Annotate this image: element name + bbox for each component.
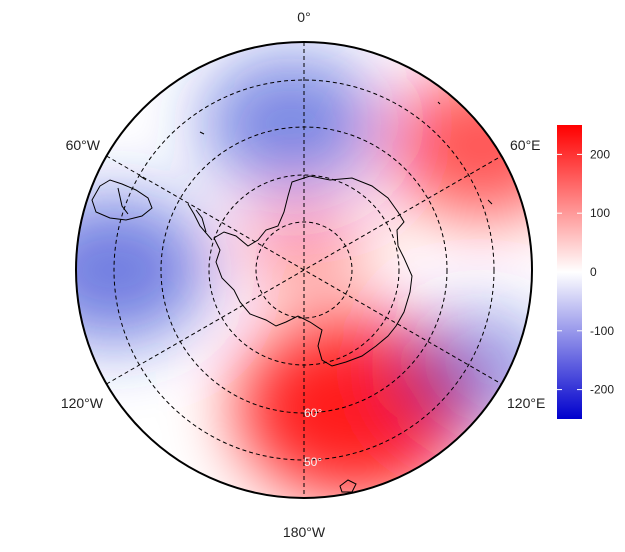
graticule — [106, 42, 502, 498]
colorbar-tick-label: -100 — [590, 324, 614, 338]
lon-label-120e: 120°E — [507, 395, 545, 411]
anomaly-south-america-positive — [386, 72, 532, 219]
anomaly-atlantic-negative — [201, 54, 381, 192]
lon-label-60e: 60°E — [510, 137, 541, 153]
lon-label-60w: 60°W — [66, 137, 101, 153]
colorbar-tick-label: 0 — [590, 265, 597, 279]
lon-label-180w: 180°W — [283, 524, 326, 540]
colorbar-tick-label: 100 — [590, 206, 610, 220]
lon-label-0: 0° — [297, 9, 310, 25]
longitude-labels: 0° 60°E 120°E 180°W 120°W 60°W — [61, 9, 545, 540]
map-boundary — [75, 41, 533, 499]
colorbar: 200 100 0 -100 -200 — [557, 125, 614, 419]
colorbar-tick-label: 200 — [590, 147, 610, 161]
latitude-labels: 60° 50° — [304, 406, 322, 469]
lon-label-120w: 120°W — [61, 395, 104, 411]
south-america-coastline — [91, 175, 153, 221]
anomaly-field — [76, 42, 532, 498]
lat-label-50: 50° — [304, 455, 322, 469]
colorbar-tick-label: -200 — [590, 383, 614, 397]
antarctica-coastline — [187, 175, 413, 367]
lat-label-60: 60° — [304, 406, 322, 420]
island-outlines — [199, 101, 493, 493]
